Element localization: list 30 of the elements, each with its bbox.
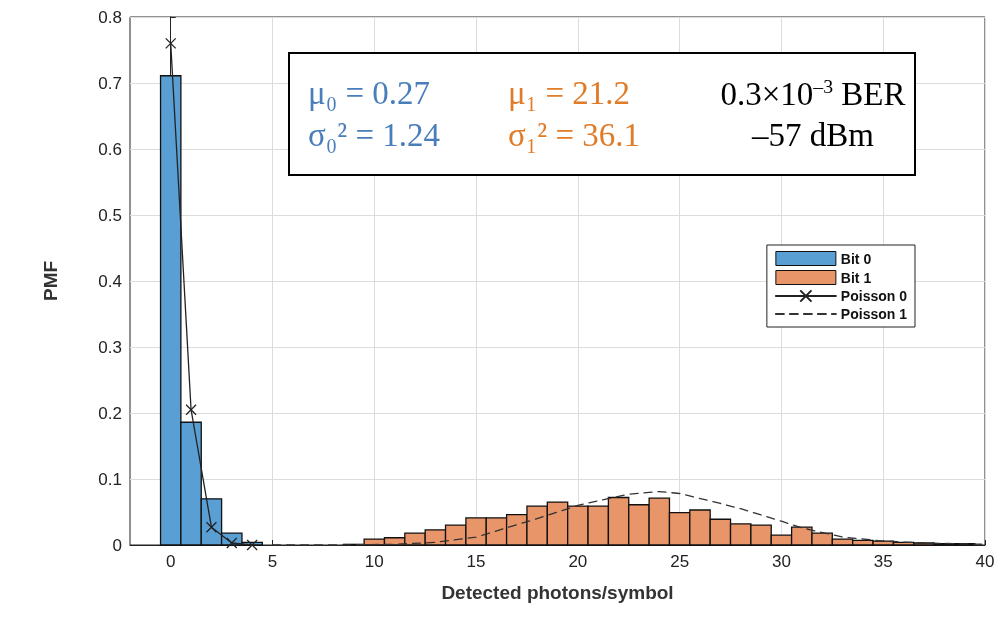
legend-label: Bit 1 bbox=[840, 269, 872, 286]
y-tick-label: 0.5 bbox=[98, 205, 122, 225]
x-tick-label: 40 bbox=[975, 552, 995, 571]
y-axis-title: PMF bbox=[40, 260, 61, 302]
annotation: σ₁² = 36.1 bbox=[508, 116, 642, 154]
annotation: 0.3×10$^{–3}$ BER bbox=[719, 74, 907, 113]
x-tick-label: 10 bbox=[364, 552, 384, 571]
x-tick-label: 20 bbox=[568, 552, 588, 571]
y-tick-label: 0.8 bbox=[98, 7, 122, 27]
x-tick-label: 15 bbox=[466, 552, 486, 571]
y-tick-label: 0.6 bbox=[98, 139, 122, 159]
annotation: μ₁ = 21.2 bbox=[508, 74, 632, 113]
y-tick-label: 0.4 bbox=[98, 271, 122, 291]
x-tick-label: 5 bbox=[267, 552, 278, 571]
legend-label: Bit 0 bbox=[840, 250, 872, 267]
y-tick-label: 0.7 bbox=[98, 73, 122, 93]
x-tick-label: 25 bbox=[670, 552, 690, 571]
y-tick-label: 0.2 bbox=[98, 403, 122, 423]
y-tick-label: 0.3 bbox=[98, 337, 122, 357]
x-tick-label: 0 bbox=[165, 552, 176, 571]
x-axis-title: Detected photons/symbol bbox=[441, 582, 674, 603]
annotation: σ₀² = 1.24 bbox=[308, 116, 442, 154]
y-tick-label: 0.1 bbox=[98, 469, 122, 489]
x-tick-label: 35 bbox=[873, 552, 893, 571]
x-tick-label: 30 bbox=[771, 552, 791, 571]
annotation: –57 dBm bbox=[750, 116, 875, 154]
legend-label: Poisson 0 bbox=[840, 288, 908, 304]
legend-label: Poisson 1 bbox=[840, 306, 908, 322]
y-tick-label: 0 bbox=[112, 535, 122, 555]
annotation: μ₀ = 0.27 bbox=[308, 74, 432, 113]
